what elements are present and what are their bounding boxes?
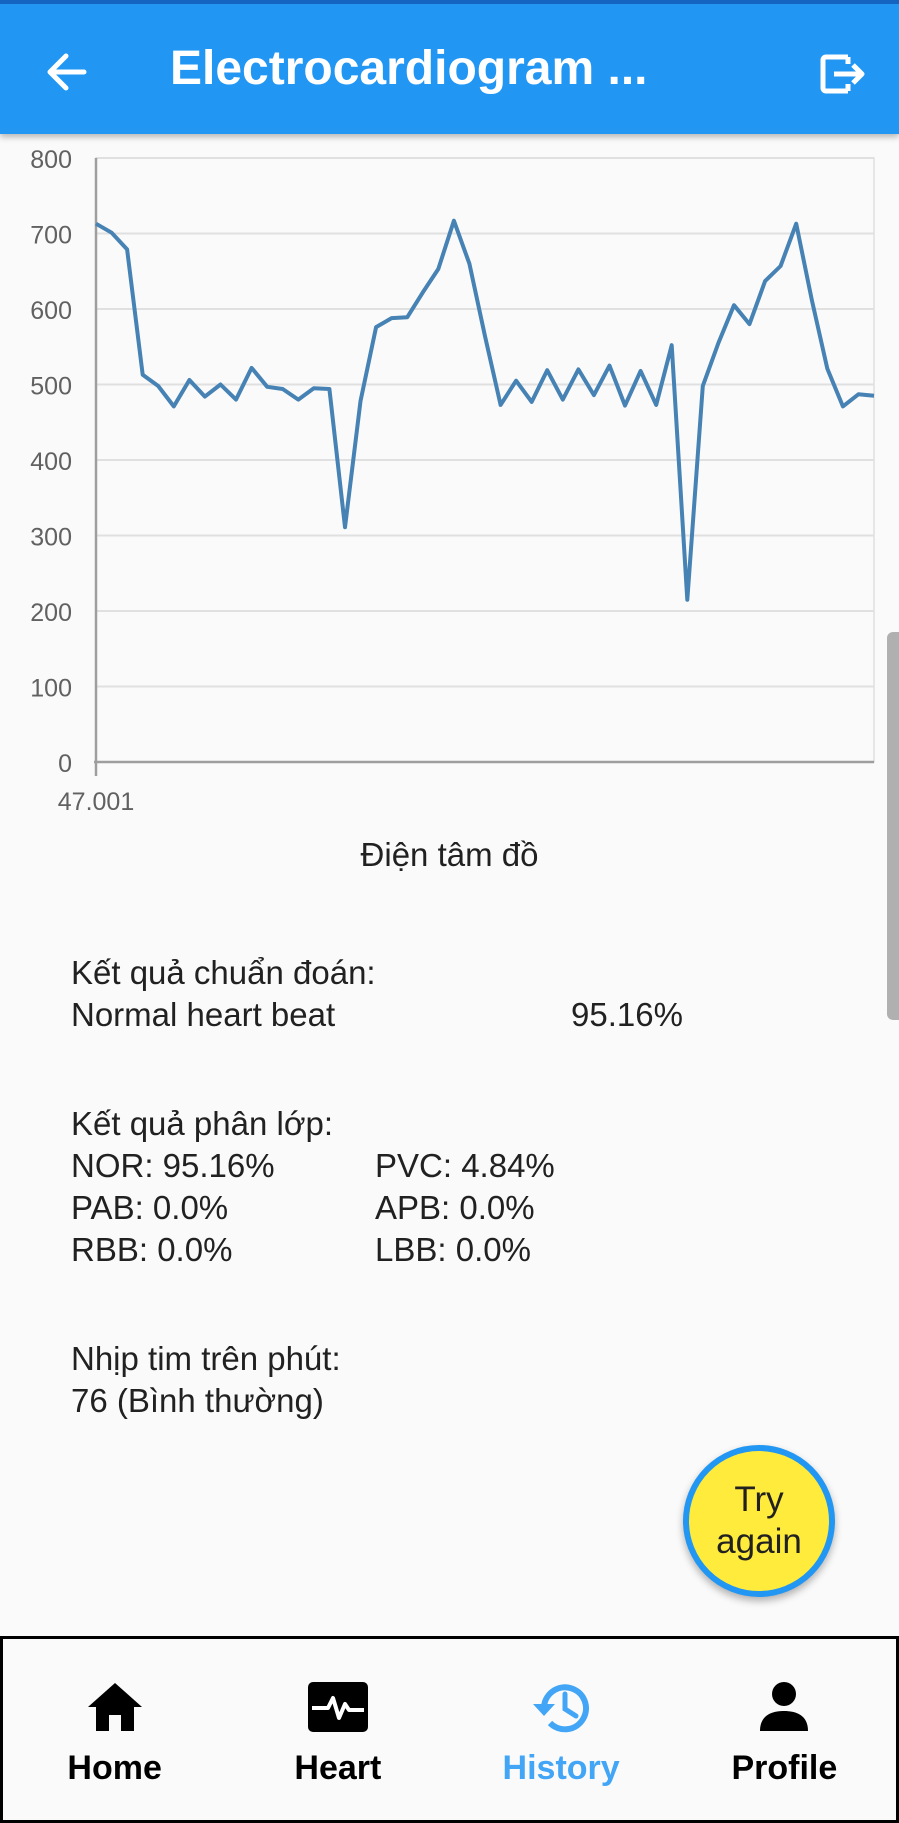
- class-apb: APB: 0.0%: [375, 1189, 535, 1226]
- y-tick-label: 500: [30, 373, 72, 401]
- diagnosis-confidence: 95.16%: [571, 996, 683, 1033]
- bottom-navigation: Home Heart History: [0, 1636, 899, 1823]
- ecg-chart: 0 100 200 300 400 500 600 700 800 47.001: [0, 136, 899, 826]
- x-tick-label: 47.001: [58, 788, 134, 816]
- home-icon: [87, 1683, 142, 1731]
- y-tick-label: 400: [30, 448, 72, 476]
- heart-rate-label: Nhịp tim trên phút:: [71, 1340, 341, 1377]
- class-lbb: LBB: 0.0%: [375, 1231, 531, 1268]
- y-tick-label: 800: [30, 146, 72, 174]
- try-again-label-line2: again: [716, 1522, 802, 1561]
- y-tick-label: 600: [30, 297, 72, 325]
- nav-item-heart[interactable]: Heart: [226, 1639, 449, 1820]
- ecg-chart-svg: 0 100 200 300 400 500 600 700 800 47.001: [30, 146, 875, 816]
- page-title: Electrocardiogram ...: [170, 42, 648, 95]
- try-again-label-line1: Try: [734, 1480, 784, 1519]
- heart-monitor-icon: [307, 1682, 368, 1732]
- try-again-button[interactable]: Try again: [683, 1445, 835, 1597]
- classification-label: Kết quả phân lớp:: [71, 1105, 334, 1142]
- y-tick-label: 300: [30, 524, 72, 552]
- logout-button[interactable]: [812, 44, 872, 104]
- y-tick-label: 100: [30, 675, 72, 703]
- class-pab: PAB: 0.0%: [71, 1189, 229, 1226]
- heart-rate-section: Nhịp tim trên phút: 76 (Bình thường): [71, 1338, 711, 1422]
- classification-section: Kết quả phân lớp: NOR: 95.16% PVC: 4.84%…: [71, 1103, 711, 1271]
- chart-caption: Điện tâm đồ: [360, 836, 539, 873]
- y-tick-label: 700: [30, 222, 72, 250]
- class-rbb: RBB: 0.0%: [71, 1231, 233, 1268]
- logout-icon: [820, 54, 865, 94]
- nav-item-home[interactable]: Home: [3, 1639, 226, 1820]
- diagnosis-row: Normal heart beat 95.16%: [71, 994, 711, 1036]
- diagnosis-section: Kết quả chuẩn đoán: Normal heart beat 95…: [71, 952, 711, 1036]
- nav-label-history: History: [502, 1749, 620, 1787]
- back-button[interactable]: [36, 42, 96, 102]
- nav-item-profile[interactable]: Profile: [673, 1639, 896, 1820]
- scrollbar[interactable]: [887, 632, 899, 1020]
- class-pvc: PVC: 4.84%: [375, 1147, 555, 1184]
- ecg-series-line: [95, 218, 875, 602]
- arrow-back-icon: [47, 53, 87, 91]
- profile-icon: [760, 1682, 809, 1731]
- diagnosis-label: Kết quả chuẩn đoán:: [71, 954, 376, 991]
- heart-rate-value: 76 (Bình thường): [71, 1382, 324, 1419]
- nav-label-profile: Profile: [731, 1749, 838, 1787]
- nav-label-heart: Heart: [294, 1749, 382, 1787]
- history-icon: [533, 1684, 590, 1733]
- y-tick-label: 200: [30, 599, 72, 627]
- diagnosis-result: Normal heart beat: [71, 996, 336, 1033]
- class-nor: NOR: 95.16%: [71, 1147, 275, 1184]
- classification-grid: NOR: 95.16% PVC: 4.84% PAB: 0.0% APB: 0.…: [71, 1145, 711, 1271]
- nav-label-home: Home: [67, 1749, 162, 1787]
- y-tick-label: 0: [58, 750, 72, 778]
- app-bar: Electrocardiogram ...: [0, 0, 899, 134]
- nav-item-history[interactable]: History: [450, 1639, 673, 1820]
